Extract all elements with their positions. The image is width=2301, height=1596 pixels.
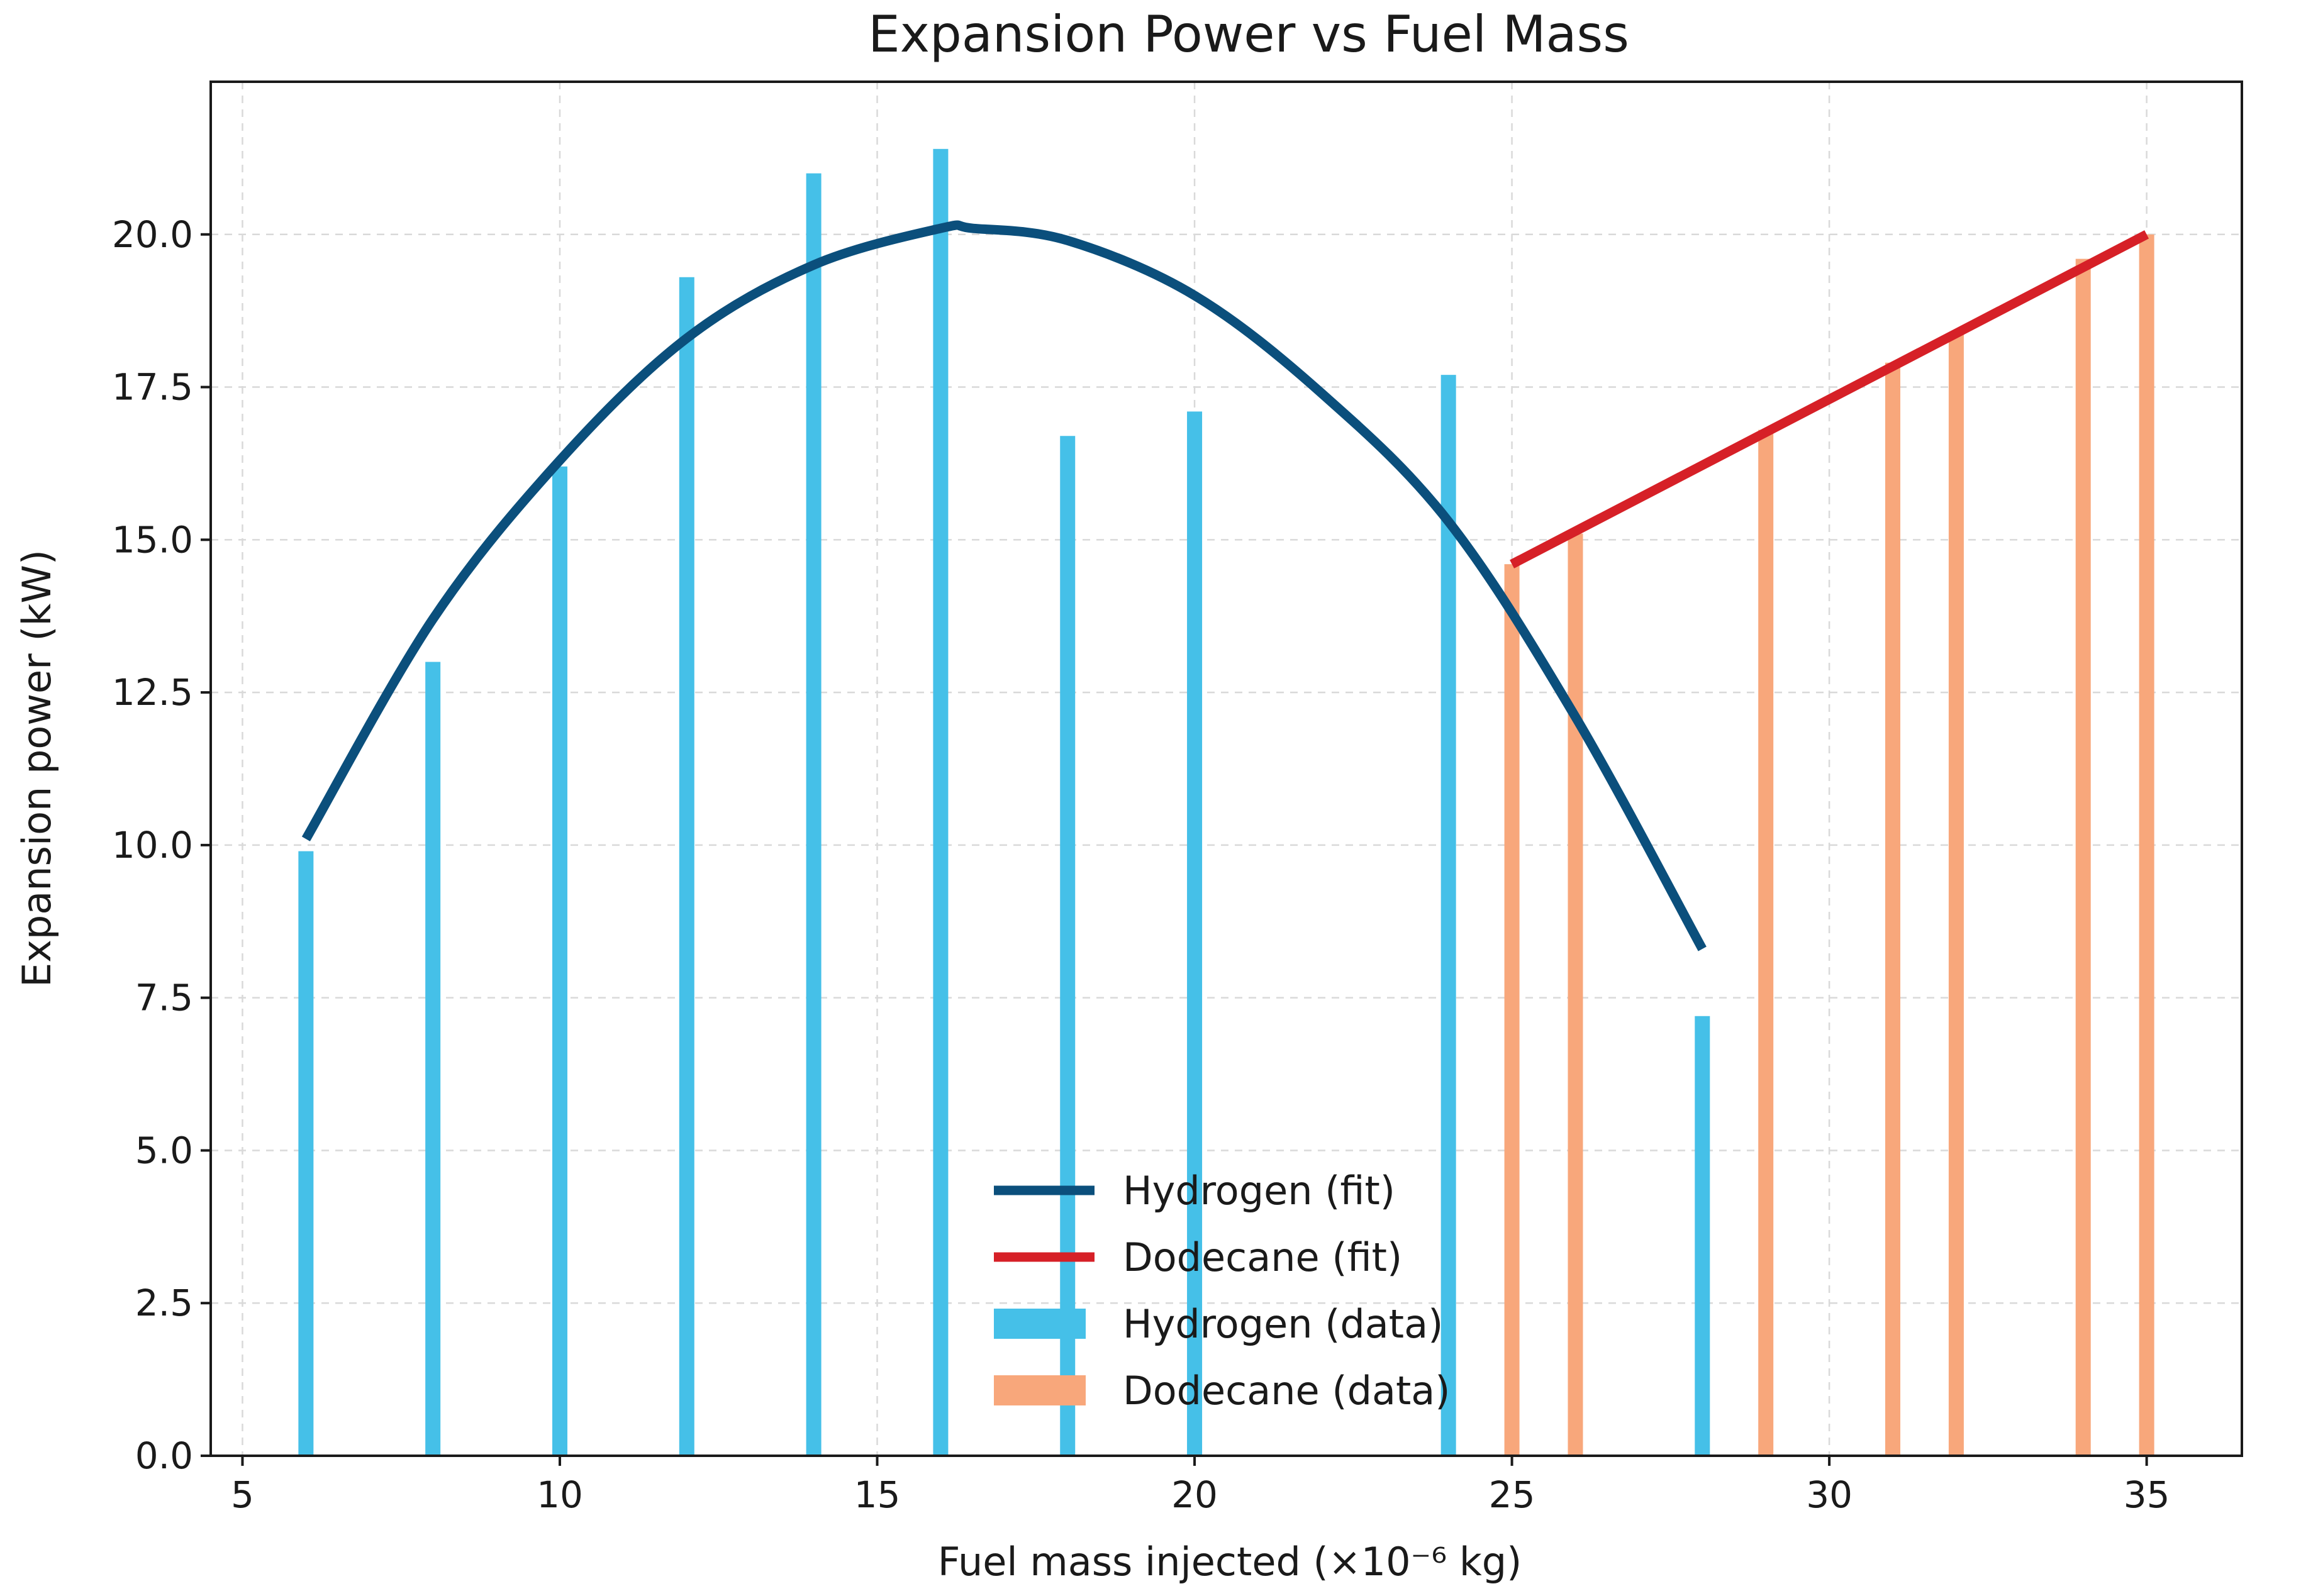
axis-ticks: 5 10 15 20 25 30 35 0.0 2.5 5.0 7.5 10.0 12.5 15.0 17.…	[112, 213, 2170, 1516]
hydrogen-data-bar	[425, 662, 441, 1456]
dodecane-data-bar	[1758, 429, 1774, 1456]
dodecane-fit-legend-label: Dodecane (fit)	[1123, 1234, 1402, 1280]
x-tick-label: 30	[1806, 1473, 1852, 1516]
y-axis-label: Expansion power (kW)	[14, 550, 60, 987]
hydrogen-data-legend-label: Hydrogen (data)	[1123, 1301, 1443, 1347]
x-tick-label: 25	[1489, 1473, 1535, 1516]
hydrogen-data-bar	[552, 466, 567, 1456]
dodecane-data-bar	[1885, 362, 1901, 1456]
y-tick-label: 15.0	[112, 518, 193, 561]
hydrogen-fit-line	[301, 220, 1707, 951]
y-tick-label: 7.5	[135, 977, 193, 1019]
x-tick-label: 5	[231, 1473, 254, 1516]
fit-lines	[301, 220, 2149, 951]
hydrogen-data-bar	[1695, 1016, 1710, 1456]
x-tick-label: 20	[1171, 1473, 1218, 1516]
chart-title: Expansion Power vs Fuel Mass	[868, 5, 1629, 64]
y-tick-label: 20.0	[112, 213, 193, 256]
x-tick-label: 15	[854, 1473, 901, 1516]
hydrogen-data-legend-swatch	[994, 1309, 1086, 1339]
hydrogen-data-bar	[298, 851, 314, 1456]
y-tick-label: 10.0	[112, 824, 193, 867]
hydrogen-data-bar	[1440, 375, 1456, 1456]
dodecane-data-bar	[2075, 258, 2091, 1456]
legend: Hydrogen (fit) Dodecane (fit) Hydrogen (da…	[994, 1168, 1450, 1414]
y-tick-label: 5.0	[135, 1129, 193, 1172]
dodecane-data-bar	[1568, 533, 1583, 1456]
plot-frame	[209, 80, 2243, 1457]
dodecane-data-bar	[1504, 564, 1520, 1456]
y-tick-label: 0.0	[135, 1434, 193, 1477]
dodecane-data-legend-label: Dodecane (data)	[1123, 1368, 1450, 1414]
dodecane-data-bar	[2139, 234, 2154, 1456]
bars	[298, 148, 2154, 1456]
dodecane-fit-line	[1510, 230, 2149, 568]
x-tick-label: 35	[2124, 1473, 2170, 1516]
hydrogen-data-bar	[806, 173, 822, 1456]
hydrogen-fit-legend-label: Hydrogen (fit)	[1123, 1168, 1395, 1214]
hydrogen-data-bar	[1187, 411, 1203, 1456]
hydrogen-data-bar	[933, 148, 949, 1456]
dodecane-data-bar	[1948, 332, 1964, 1456]
y-tick-label: 12.5	[112, 671, 193, 714]
dodecane-data-legend-swatch	[994, 1375, 1086, 1405]
y-tick-label: 2.5	[135, 1282, 193, 1324]
x-tick-label: 10	[537, 1473, 583, 1516]
hydrogen-data-bar	[679, 277, 694, 1456]
y-tick-label: 17.5	[112, 366, 193, 409]
hydrogen-data-bar	[1060, 436, 1076, 1456]
x-axis-label: Fuel mass injected (×10⁻⁶ kg)	[938, 1539, 1522, 1585]
